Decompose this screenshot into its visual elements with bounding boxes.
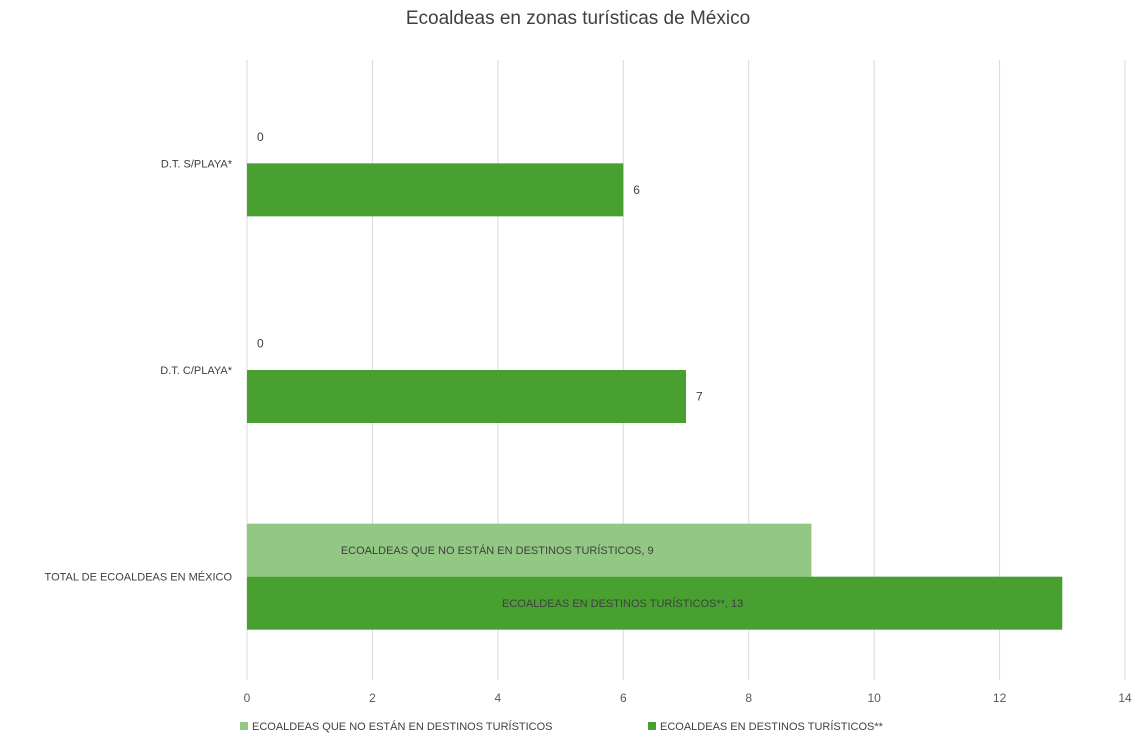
chart-title: Ecoaldeas en zonas turísticas de México	[406, 8, 750, 29]
data-label: ECOALDEAS QUE NO ESTÁN EN DESTINOS TURÍS…	[341, 544, 654, 557]
x-tick-label: 12	[993, 691, 1007, 705]
x-tick-label: 6	[620, 691, 627, 705]
x-tick-label: 4	[495, 691, 502, 705]
data-label: 0	[257, 130, 264, 144]
x-tick-label: 2	[369, 691, 376, 705]
data-label: ECOALDEAS EN DESTINOS TURÍSTICOS**, 13	[502, 597, 743, 610]
x-tick-label: 0	[244, 691, 251, 705]
x-tick-label: 10	[867, 691, 881, 705]
bar-no-destinos	[247, 523, 812, 577]
data-label: 7	[696, 390, 703, 404]
legend-label: ECOALDEAS EN DESTINOS TURÍSTICOS**	[660, 720, 884, 733]
legend-swatch	[240, 722, 248, 730]
data-label: 0	[257, 337, 264, 351]
legend-label: ECOALDEAS QUE NO ESTÁN EN DESTINOS TURÍS…	[252, 720, 553, 733]
category-label: TOTAL DE ECOALDEAS EN MÉXICO	[45, 571, 233, 584]
bar-destinos	[247, 163, 624, 217]
data-label: 6	[633, 183, 640, 197]
bar-destinos	[247, 576, 1063, 630]
category-label: D.T. C/PLAYA*	[160, 365, 232, 377]
legend-swatch	[648, 722, 656, 730]
bar-destinos	[247, 370, 686, 423]
category-label: D.T. S/PLAYA*	[161, 158, 233, 170]
x-tick-label: 8	[745, 691, 752, 705]
x-tick-label: 14	[1118, 691, 1132, 705]
